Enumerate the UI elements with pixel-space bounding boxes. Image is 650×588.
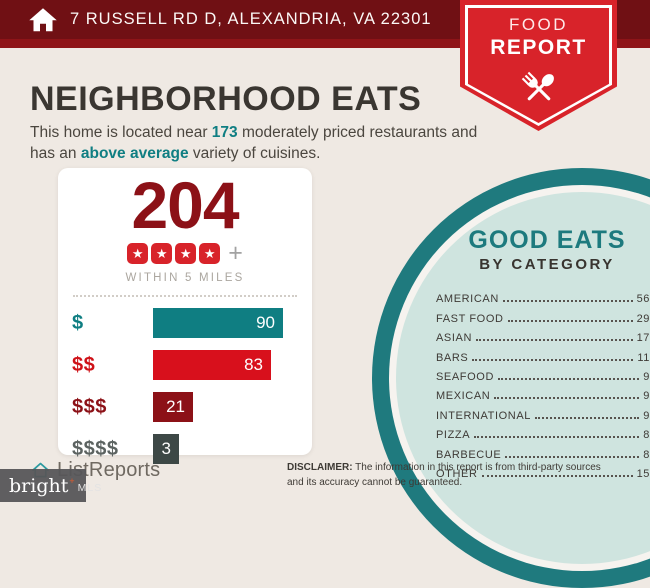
category-count: 29 bbox=[636, 312, 650, 325]
category-name: OTHER bbox=[436, 467, 478, 480]
category-count: 56 bbox=[636, 293, 650, 306]
dotted-leader bbox=[476, 339, 633, 342]
price-tier-label: $$$ bbox=[72, 395, 107, 418]
good-eats-title: GOOD EATS bbox=[468, 226, 626, 254]
star-icon: ★ bbox=[199, 242, 221, 264]
category-count: 15 bbox=[636, 467, 650, 480]
price-bar-row: $90 bbox=[72, 308, 312, 338]
price-bar-row: $$$ 21 bbox=[72, 392, 312, 422]
price-bar: 21 bbox=[153, 392, 193, 422]
plus-icon: + bbox=[228, 239, 243, 267]
category-count: 9 bbox=[643, 390, 650, 403]
category-name: PIZZA bbox=[436, 429, 471, 442]
category-row: ASIAN 17 bbox=[436, 325, 650, 344]
price-bar: 3 bbox=[153, 434, 179, 464]
good-eats-subtitle: BY CATEGORY bbox=[479, 256, 615, 273]
dotted-leader bbox=[505, 455, 640, 458]
badge-title-line1: FOOD bbox=[508, 15, 569, 34]
price-tier-label: $$ bbox=[72, 353, 96, 376]
variety-highlight: above average bbox=[80, 145, 189, 163]
disclaimer-label: DISCLAIMER: bbox=[287, 462, 353, 473]
dotted-leader bbox=[502, 300, 633, 303]
dotted-leader bbox=[494, 397, 640, 400]
price-bar-chart: $90 $$ 83 $$$ 21 $$$$ 3 bbox=[58, 308, 312, 464]
dotted-leader bbox=[507, 319, 633, 322]
price-tier-label: $ bbox=[72, 311, 84, 334]
intro-part2: moderately priced restaurants and has an bbox=[30, 124, 478, 163]
dotted-leader bbox=[481, 474, 633, 477]
category-count: 9 bbox=[643, 409, 650, 422]
price-bar: 83 bbox=[153, 350, 271, 380]
brightmls-watermark: bright + MLS bbox=[0, 469, 101, 502]
category-name: ASIAN bbox=[436, 332, 473, 345]
star-icon: ★ bbox=[127, 242, 149, 264]
category-name: BARBECUE bbox=[436, 448, 502, 461]
category-count: 9 bbox=[643, 370, 650, 383]
category-row: INTERNATIONAL 9 bbox=[436, 402, 650, 422]
dotted-divider bbox=[73, 295, 297, 297]
dotted-leader bbox=[472, 358, 634, 361]
category-name: BARS bbox=[436, 351, 469, 364]
category-row: MEXICAN 9 bbox=[436, 383, 650, 402]
category-name: AMERICAN bbox=[436, 293, 499, 306]
summary-card: 204 ★ ★ ★ ★ + WITHIN 5 MILES $90 $$ 83 $$$ 21 $$$… bbox=[58, 168, 312, 464]
star-icon: ★ bbox=[151, 242, 173, 264]
category-row: PIZZA 8 bbox=[436, 422, 650, 441]
category-count: 8 bbox=[643, 429, 650, 442]
crossed-utensils-icon bbox=[521, 71, 554, 101]
restaurant-count-highlight: 173 bbox=[211, 124, 238, 141]
disclaimer-body: The information in this report is from t… bbox=[287, 462, 601, 488]
dotted-leader bbox=[535, 416, 640, 419]
price-bar-row: $$ 83 bbox=[72, 350, 312, 380]
star-rating: ★ ★ ★ ★ + bbox=[58, 239, 312, 267]
category-name: INTERNATIONAL bbox=[436, 409, 531, 422]
category-row: FAST FOOD 29 bbox=[436, 305, 650, 325]
category-row: BARBECUE 8 bbox=[436, 441, 650, 461]
bright-wordmark: bright bbox=[9, 474, 69, 497]
category-list: AMERICAN 56 FAST FOOD 29 ASIAN 17 BARS 11 SEAFOO… bbox=[436, 286, 650, 480]
category-row: BARS 11 bbox=[436, 344, 650, 364]
good-eats-circle: GOOD EATS BY CATEGORY AMERICAN 56 FAST FOO… bbox=[372, 168, 650, 588]
bright-plus-icon: + bbox=[69, 475, 75, 486]
intro-part1: This home is located near bbox=[30, 124, 212, 141]
price-bar: 90 bbox=[153, 308, 283, 338]
house-icon bbox=[29, 7, 57, 31]
category-name: FAST FOOD bbox=[436, 312, 504, 325]
category-count: 17 bbox=[636, 332, 650, 345]
category-name: MEXICAN bbox=[436, 390, 491, 403]
page-title: NEIGHBORHOOD EATS bbox=[30, 80, 422, 118]
mls-wordmark: MLS bbox=[77, 482, 103, 494]
radius-label: WITHIN 5 MILES bbox=[125, 272, 245, 284]
disclaimer-text: DISCLAIMER: The information in this repo… bbox=[287, 461, 617, 490]
category-row: SEAFOOD 9 bbox=[436, 364, 650, 383]
food-report-badge: FOOD REPORT bbox=[460, 0, 617, 131]
star-icon: ★ bbox=[175, 242, 197, 264]
badge-title-line2: REPORT bbox=[490, 36, 587, 59]
intro-text: This home is located near 173 moderately… bbox=[30, 122, 485, 165]
category-row: OTHER 15 bbox=[436, 461, 650, 480]
category-row: AMERICAN 56 bbox=[436, 286, 650, 305]
dotted-leader bbox=[474, 436, 640, 439]
address-text: 7 RUSSELL RD D, ALEXANDRIA, VA 22301 bbox=[70, 10, 432, 28]
total-restaurants-value: 204 bbox=[131, 168, 239, 242]
dotted-leader bbox=[498, 377, 640, 380]
category-count: 11 bbox=[637, 351, 650, 364]
price-bar-row: $$$$ 3 bbox=[72, 434, 312, 464]
intro-part3: variety of cuisines. bbox=[188, 145, 321, 163]
category-count: 8 bbox=[643, 448, 650, 461]
price-tier-label: $$$$ bbox=[72, 437, 119, 460]
category-name: SEAFOOD bbox=[436, 370, 494, 383]
